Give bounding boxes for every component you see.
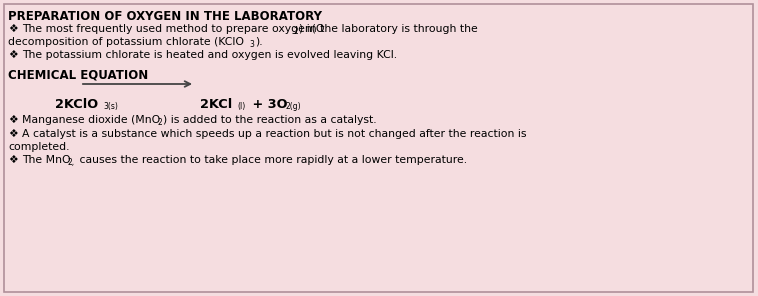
Text: 2KCl: 2KCl	[200, 98, 232, 111]
Text: 2(g): 2(g)	[286, 102, 302, 111]
Text: Manganese dioxide (MnO: Manganese dioxide (MnO	[22, 115, 160, 125]
Text: ).: ).	[255, 37, 262, 47]
Text: 2: 2	[157, 118, 161, 127]
Text: causes the reaction to take place more rapidly at a lower temperature.: causes the reaction to take place more r…	[76, 155, 467, 165]
Text: ❖: ❖	[8, 129, 17, 139]
Text: ) in the laboratory is through the: ) in the laboratory is through the	[299, 24, 478, 34]
Text: The most frequently used method to prepare oxygen(O: The most frequently used method to prepa…	[22, 24, 324, 34]
Text: 3(s): 3(s)	[103, 102, 118, 111]
Text: The MnO: The MnO	[22, 155, 70, 165]
Text: completed.: completed.	[8, 142, 70, 152]
Text: 2,: 2,	[68, 158, 75, 167]
Text: A catalyst is a substance which speeds up a reaction but is not changed after th: A catalyst is a substance which speeds u…	[22, 129, 527, 139]
Text: ❖: ❖	[8, 155, 17, 165]
Text: ❖: ❖	[8, 115, 17, 125]
Text: CHEMICAL EQUATION: CHEMICAL EQUATION	[8, 68, 149, 81]
Text: ❖: ❖	[8, 24, 17, 34]
Text: ) is added to the reaction as a catalyst.: ) is added to the reaction as a catalyst…	[163, 115, 377, 125]
Text: ❖: ❖	[8, 50, 17, 60]
Text: 2: 2	[293, 27, 298, 36]
Text: decomposition of potassium chlorate (KClO: decomposition of potassium chlorate (KCl…	[8, 37, 244, 47]
Text: PREPARATION OF OXYGEN IN THE LABORATORY: PREPARATION OF OXYGEN IN THE LABORATORY	[8, 10, 322, 23]
Text: 3: 3	[249, 40, 254, 49]
Text: (l): (l)	[237, 102, 246, 111]
Text: + 3O: + 3O	[248, 98, 287, 111]
Text: 2KClO: 2KClO	[55, 98, 98, 111]
Text: The potassium chlorate is heated and oxygen is evolved leaving KCl.: The potassium chlorate is heated and oxy…	[22, 50, 397, 60]
